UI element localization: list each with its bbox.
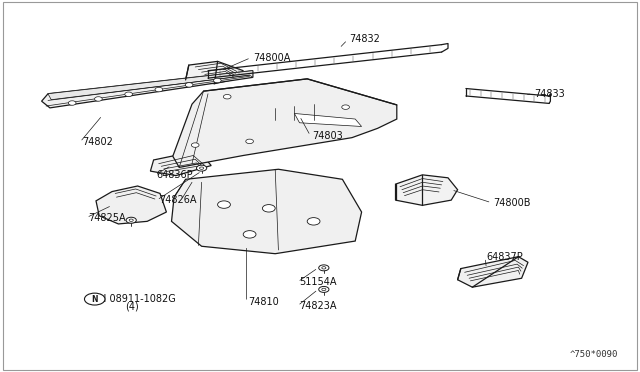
Text: 64837P: 64837P — [486, 253, 523, 262]
Circle shape — [262, 205, 275, 212]
Circle shape — [223, 94, 231, 99]
Polygon shape — [150, 151, 211, 176]
Circle shape — [307, 218, 320, 225]
Text: ^750*0090: ^750*0090 — [569, 350, 618, 359]
Text: 74800A: 74800A — [253, 53, 290, 62]
Polygon shape — [458, 257, 528, 287]
Text: 74823A: 74823A — [300, 301, 337, 311]
Circle shape — [243, 231, 256, 238]
Text: N 08911-1082G: N 08911-1082G — [99, 294, 176, 304]
Text: 74810: 74810 — [248, 297, 279, 307]
Polygon shape — [96, 186, 166, 224]
Circle shape — [155, 87, 163, 92]
Polygon shape — [294, 113, 362, 126]
Circle shape — [191, 143, 199, 147]
Circle shape — [126, 217, 136, 223]
Polygon shape — [42, 71, 253, 108]
Circle shape — [214, 78, 221, 83]
Circle shape — [95, 97, 102, 101]
Circle shape — [319, 265, 329, 271]
Circle shape — [342, 105, 349, 109]
Text: 74833: 74833 — [534, 89, 565, 99]
Circle shape — [84, 293, 105, 305]
Polygon shape — [173, 79, 397, 167]
Circle shape — [186, 83, 193, 87]
Circle shape — [218, 201, 230, 208]
Text: (4): (4) — [125, 302, 138, 312]
Text: 74825A: 74825A — [88, 213, 126, 222]
Circle shape — [322, 267, 326, 269]
Circle shape — [129, 219, 133, 221]
Text: 74803: 74803 — [312, 131, 343, 141]
Text: 51154A: 51154A — [300, 277, 337, 287]
Polygon shape — [396, 175, 458, 205]
Text: 64836P: 64836P — [157, 170, 193, 180]
Circle shape — [196, 165, 207, 171]
Polygon shape — [172, 169, 362, 254]
Circle shape — [322, 288, 326, 291]
Circle shape — [319, 286, 329, 292]
Text: N: N — [92, 295, 98, 304]
Text: 74826A: 74826A — [159, 195, 196, 205]
Circle shape — [246, 139, 253, 144]
Polygon shape — [186, 61, 243, 84]
Polygon shape — [48, 71, 253, 100]
Circle shape — [125, 92, 132, 96]
Text: 74832: 74832 — [349, 34, 380, 44]
Circle shape — [200, 167, 204, 169]
Circle shape — [68, 101, 76, 105]
Text: 74800B: 74800B — [493, 198, 531, 208]
Text: 74802: 74802 — [82, 137, 113, 147]
